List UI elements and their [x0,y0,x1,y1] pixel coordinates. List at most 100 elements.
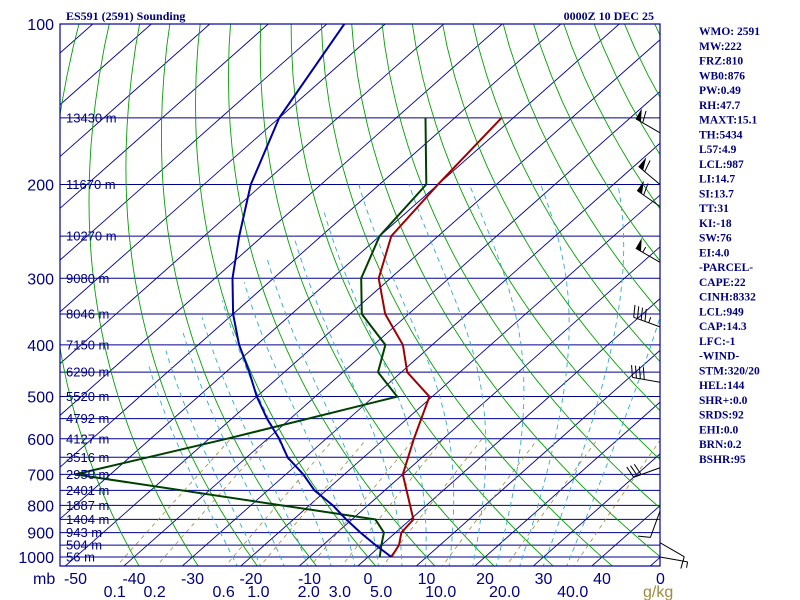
isotherm [60,24,386,313]
height-label: 4127 m [66,431,109,446]
dry-adiabat [125,24,258,566]
pressure-tick-label: 1000 [18,550,54,567]
mixing-ratio-line [573,439,660,566]
index-line: CAPE:22 [699,277,746,289]
dry-adiabat [195,24,377,566]
dry-adiabat [769,12,800,569]
dry-adiabat [290,24,554,566]
sounding-traces [74,24,503,558]
pressure-tick-label: 600 [27,432,54,449]
height-label: 56 m [66,550,95,565]
index-line: CINH:8332 [699,292,756,304]
height-label: 5520 m [66,389,109,404]
moist-adiabat [221,300,332,566]
trace-temperature [377,117,503,558]
pressure-unit-label: mb [33,571,55,588]
mixing-ratio-tick-label: 5.0 [370,584,392,600]
index-line: RH:47.7 [699,100,740,112]
pressure-tick-label: 500 [27,390,54,407]
height-label: 2401 m [66,483,109,498]
index-line: LCL:949 [699,306,744,318]
height-label: 3516 m [66,450,109,465]
height-label: 11670 m [66,177,116,192]
index-line: KI:-18 [699,218,732,230]
index-line: BSHR:95 [699,454,746,466]
isotherm [181,142,660,566]
height-label: 504 m [66,538,102,553]
index-line: HEL:144 [699,380,745,392]
temperature-tick-label: 30 [535,571,553,588]
trace-parcel [231,24,393,558]
dry-adiabat [381,24,660,509]
index-line: BRN:0.2 [699,439,742,451]
moist-adiabat [147,364,238,566]
mixing-ratio-line [341,438,444,566]
dry-adiabat [259,24,495,566]
grid-lines [60,12,800,569]
isotherm [60,24,445,365]
wind-barb [659,542,685,569]
isotherm [60,24,152,106]
isotherm [60,24,328,261]
mixing-ratio-line [116,438,231,566]
index-line: SRDS:92 [699,410,744,422]
temperature-tick-label: 0 [364,571,373,588]
height-label: 6290 m [66,365,109,380]
chart-time: 0000Z 10 DEC 25 [564,9,654,23]
moist-adiabat [519,184,570,566]
dry-adiabat [442,24,660,412]
dry-adiabat [411,24,660,461]
moist-adiabat [542,184,625,566]
index-line: L57:4.9 [699,144,737,156]
temperature-tick-label: -50 [64,571,87,588]
moist-adiabat [323,211,427,566]
isotherm [357,297,660,566]
index-line: MW:222 [699,41,742,53]
temperature-tick-label: 0 [656,571,665,588]
moist-adiabat [566,315,660,566]
dry-adiabat [60,24,140,566]
temperature-tick-label: 10 [418,571,436,588]
pressure-tick-label: 200 [27,177,54,194]
mixing-ratio-unit-label: g/kg [643,584,673,600]
isotherm [474,401,660,566]
wind-barb [635,108,661,134]
height-label: 10270 m [66,229,117,244]
index-line: FRZ:810 [699,56,743,68]
height-label: 943 m [66,525,102,540]
mixing-ratio-tick-label: 0.2 [143,584,165,600]
index-line: CAP:14.3 [699,321,747,333]
isotherm [415,349,660,566]
mixing-ratio-line [259,438,368,566]
isotherm [64,39,660,566]
mixing-ratio-tick-label: 2.0 [298,584,320,600]
moist-adiabat [243,281,356,566]
dry-adiabat [533,24,660,262]
index-line: LI:14.7 [699,174,735,186]
moist-adiabat [408,184,487,566]
pressure-tick-label: 900 [27,526,54,543]
pressure-tick-label: 300 [27,271,54,288]
mixing-ratio-tick-label: 0.1 [104,584,126,600]
index-line: -PARCEL- [699,262,753,274]
index-line: LCL:987 [699,159,744,171]
index-line: SW:76 [699,233,732,245]
height-label: 7150 m [66,337,109,352]
wind-barb [659,556,689,568]
mixing-ratio-tick-label: 0.6 [212,584,234,600]
dry-adiabat [351,24,660,558]
dry-adiabat [320,24,613,566]
dry-adiabat [472,24,660,363]
temperature-tick-label: -20 [239,571,262,588]
index-line: WMO: 2591 [699,26,760,38]
wind-barbs [626,108,689,569]
mixing-ratio-line [156,438,269,566]
height-label: 4792 m [66,411,109,426]
index-line: EI:4.0 [699,247,730,259]
index-line: STM:320/20 [699,365,760,377]
mixing-ratio-line [310,438,415,566]
height-label: 9080 m [66,271,109,286]
mixing-ratio-line [225,438,335,566]
